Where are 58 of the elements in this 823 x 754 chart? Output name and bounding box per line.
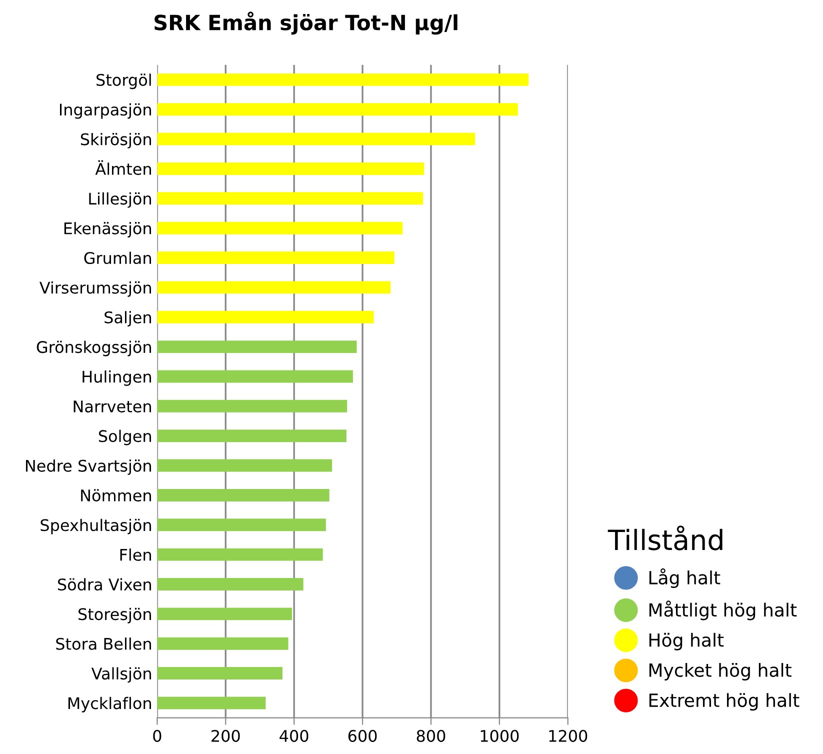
bar xyxy=(157,103,518,116)
legend-label: Måttligt hög halt xyxy=(649,600,797,620)
y-tick-label: Grönskogssjön xyxy=(36,340,151,356)
x-tick-label: 0 xyxy=(153,730,162,742)
y-tick-label: Narrveten xyxy=(74,400,151,412)
legend-label: Mycket hög halt xyxy=(649,663,792,680)
legend-label: Hög halt xyxy=(649,632,724,650)
bar xyxy=(157,518,326,532)
y-tick-label: Flen xyxy=(120,548,151,561)
bar xyxy=(157,370,353,383)
y-tick-label: Storesjön xyxy=(78,608,151,624)
chart-title: SRK Emån sjöar Tot-N µg/l xyxy=(154,12,458,35)
bar xyxy=(157,310,374,324)
bar xyxy=(157,667,282,680)
bar xyxy=(157,340,357,354)
bar xyxy=(157,696,266,710)
legend-label: Extremt hög halt xyxy=(649,693,800,711)
y-tick-label: Stora Bellen xyxy=(56,638,151,650)
x-tick-label: 800 xyxy=(416,730,446,742)
y-tick-label: Nedre Svartsjön xyxy=(26,459,151,475)
bar xyxy=(157,488,330,502)
y-tick-label: Skirösjön xyxy=(80,132,151,148)
x-tick-label: 1200 xyxy=(549,730,588,742)
y-tick-label: Älmten xyxy=(95,160,151,176)
y-tick-label: Nömmen xyxy=(81,489,151,502)
y-tick-label: Ingarpasjön xyxy=(60,103,151,119)
legend-title: Tillstånd xyxy=(608,526,722,550)
y-tick-label: Spexhultasjön xyxy=(40,518,151,534)
bar xyxy=(157,400,348,412)
bar xyxy=(157,608,292,620)
bar xyxy=(157,192,424,205)
legend-label: Låg halt xyxy=(649,568,720,588)
bar xyxy=(157,578,304,590)
bar xyxy=(157,252,394,264)
bar xyxy=(157,222,403,234)
x-tick-label: 600 xyxy=(348,730,377,742)
y-tick-label: Virserumssjön xyxy=(40,281,151,297)
x-tick-label: 1000 xyxy=(480,730,519,742)
bar xyxy=(157,459,332,472)
bar xyxy=(157,637,288,650)
y-tick-label: Hulingen xyxy=(82,370,151,386)
y-tick-label: Storgöl xyxy=(96,74,151,90)
x-tick-label: 400 xyxy=(280,730,308,742)
y-tick-label: Vallsjön xyxy=(91,667,151,683)
bar xyxy=(157,162,424,175)
bar xyxy=(157,548,323,561)
bar xyxy=(157,430,346,442)
y-tick-label: Södra Vixen xyxy=(58,578,151,591)
y-tick-label: Grumlan xyxy=(84,252,151,264)
x-tick-label: 200 xyxy=(212,730,240,742)
y-tick-label: Ekenässjön xyxy=(64,222,151,238)
bar xyxy=(157,281,391,294)
y-tick-label: Lillesjön xyxy=(89,192,151,208)
bar xyxy=(157,73,529,86)
y-tick-label: Solgen xyxy=(98,430,151,446)
bar xyxy=(157,132,476,146)
y-tick-label: Mycklaflon xyxy=(68,696,151,712)
y-tick-label: Saljen xyxy=(104,311,151,327)
